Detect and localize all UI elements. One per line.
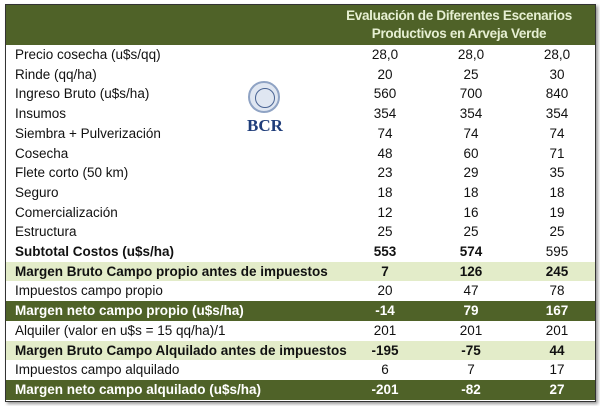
table-row: Precio cosecha (u$s/qq) 28,0 28,0 28,0 <box>6 45 595 65</box>
row-label: Flete corto (50 km) <box>15 165 129 181</box>
scenario-3-value: 595 <box>545 244 569 259</box>
bcr-logo: BCR <box>242 81 288 141</box>
scenario-2-value: 354 <box>459 106 483 122</box>
row-label: Subtotal Costos (u$s/ha) <box>15 244 175 259</box>
scenario-1-value: -14 <box>375 303 395 319</box>
scenario-2-value: 79 <box>463 303 479 319</box>
scenario-3-value: 840 <box>545 86 569 102</box>
scenario-1-value: 12 <box>377 204 393 220</box>
scenario-2-value: 74 <box>463 125 479 141</box>
scenario-3-value: 354 <box>545 106 569 122</box>
table-row: Flete corto (50 km) 23 29 35 <box>6 163 595 183</box>
table-row: Margen neto campo propio (u$s/ha) -14 79 16… <box>6 301 595 321</box>
scenario-2-value: 700 <box>459 86 483 102</box>
scenario-3-value: 74 <box>549 125 565 141</box>
row-label: Margen neto campo alquilado (u$s/ha) <box>15 381 262 397</box>
logo-text: BCR <box>247 116 283 135</box>
scenario-2-value: 25 <box>463 66 479 82</box>
scenario-3-value: 30 <box>549 66 565 82</box>
scenario-3-value: 35 <box>549 165 565 181</box>
row-label: Seguro <box>15 184 59 200</box>
table-row: Impuestos campo propio 20 47 78 <box>6 281 595 301</box>
scenario-1-value: 7 <box>381 263 389 279</box>
table-row: Subtotal Costos (u$s/ha) 553 574 595 <box>6 242 595 262</box>
scenario-1-value: 25 <box>377 224 393 240</box>
table-row: Margen Bruto Campo Alquilado antes de im… <box>6 340 595 361</box>
table-header: Evaluación de Diferentes Escenarios Prod… <box>6 5 595 45</box>
scenario-1-value: 201 <box>373 322 397 338</box>
scenario-3-value: 78 <box>549 283 565 299</box>
table-row: Comercialización 12 16 19 <box>6 203 595 223</box>
scenario-3-value: 28,0 <box>543 47 571 62</box>
seal-icon <box>248 81 280 113</box>
row-label: Margen neto campo propio (u$s/ha) <box>15 303 244 319</box>
row-label: Margen Bruto Campo Alquilado antes de im… <box>15 342 347 358</box>
scenario-3-value: 18 <box>549 184 565 200</box>
row-label: Rinde (qq/ha) <box>15 66 97 82</box>
scenario-1-value: 20 <box>377 66 393 82</box>
scenario-2-value: -75 <box>461 342 481 358</box>
scenario-table: Evaluación de Diferentes Escenarios Prod… <box>5 4 596 402</box>
scenario-2-value: 126 <box>459 263 483 279</box>
table-row: Impuestos campo alquilado 6 7 17 <box>6 360 595 380</box>
table-row: Rinde (qq/ha) 20 25 30 <box>6 65 595 85</box>
scenario-3-value: 17 <box>549 362 565 378</box>
scenario-2-value: 18 <box>463 184 479 200</box>
row-label: Comercialización <box>15 204 118 220</box>
scenario-1-value: 20 <box>377 283 393 299</box>
row-label: Impuestos campo alquilado <box>15 362 180 378</box>
scenario-2-value: 28,0 <box>457 47 485 62</box>
scenario-1-value: 28,0 <box>371 47 399 62</box>
title-line-2: Productivos en Arveja Verde <box>371 26 547 41</box>
scenario-2-value: 29 <box>463 165 479 181</box>
table-row: Margen neto campo alquilado (u$s/ha) -201… <box>6 379 595 400</box>
table-row: Ingreso Bruto (u$s/ha) 560 700 840 <box>6 84 595 104</box>
scenario-1-value: 354 <box>373 106 397 122</box>
table-row: Insumos 354 354 354 <box>6 104 595 124</box>
table-title: Evaluación de Diferentes Escenarios Prod… <box>328 7 590 43</box>
row-label: Alquiler (valor en u$s = 15 qq/ha)/1 <box>15 322 226 338</box>
table-row: Margen Bruto Campo propio antes de impue… <box>6 261 595 282</box>
table-row: Estructura 25 25 25 <box>6 222 595 242</box>
scenario-3-value: 245 <box>545 263 569 279</box>
row-label: Insumos <box>15 106 67 122</box>
scenario-2-value: -82 <box>461 381 481 397</box>
row-label: Ingreso Bruto (u$s/ha) <box>15 86 150 102</box>
scenario-3-value: 71 <box>549 145 565 161</box>
scenario-1-value: 6 <box>381 362 389 378</box>
title-line-1: Evaluación de Diferentes Escenarios <box>346 8 572 23</box>
scenario-1-value: 23 <box>377 165 393 181</box>
row-label: Precio cosecha (u$s/qq) <box>15 47 161 62</box>
row-label: Estructura <box>15 224 77 240</box>
row-label: Impuestos campo propio <box>15 283 163 299</box>
row-label: Margen Bruto Campo propio antes de impue… <box>15 263 328 279</box>
table-row: Cosecha 48 60 71 <box>6 144 595 164</box>
scenario-1-value: -201 <box>371 381 399 397</box>
scenario-2-value: 25 <box>463 224 479 240</box>
scenario-1-value: 74 <box>377 125 393 141</box>
scenario-2-value: 60 <box>463 145 479 161</box>
scenario-1-value: 48 <box>377 145 393 161</box>
row-label: Cosecha <box>15 145 69 161</box>
scenario-1-value: 553 <box>373 244 397 259</box>
scenario-3-value: 44 <box>549 342 565 358</box>
table-row: Alquiler (valor en u$s = 15 qq/ha)/1 201 2… <box>6 321 595 341</box>
scenario-1-value: -195 <box>371 342 399 358</box>
scenario-3-value: 19 <box>549 204 565 220</box>
scenario-3-value: 167 <box>545 303 569 319</box>
scenario-3-value: 25 <box>549 224 565 240</box>
scenario-3-value: 201 <box>545 322 569 338</box>
table-row: Siembra + Pulverización 74 74 74 <box>6 124 595 144</box>
scenario-3-value: 27 <box>549 381 565 397</box>
table-row: Seguro 18 18 18 <box>6 183 595 203</box>
scenario-1-value: 18 <box>377 184 393 200</box>
scenario-2-value: 16 <box>463 204 479 220</box>
row-label: Siembra + Pulverización <box>15 125 161 141</box>
scenario-2-value: 7 <box>467 362 475 378</box>
scenario-2-value: 47 <box>463 283 479 299</box>
scenario-2-value: 201 <box>459 322 483 338</box>
scenario-2-value: 574 <box>459 244 483 259</box>
scenario-1-value: 560 <box>373 86 397 102</box>
